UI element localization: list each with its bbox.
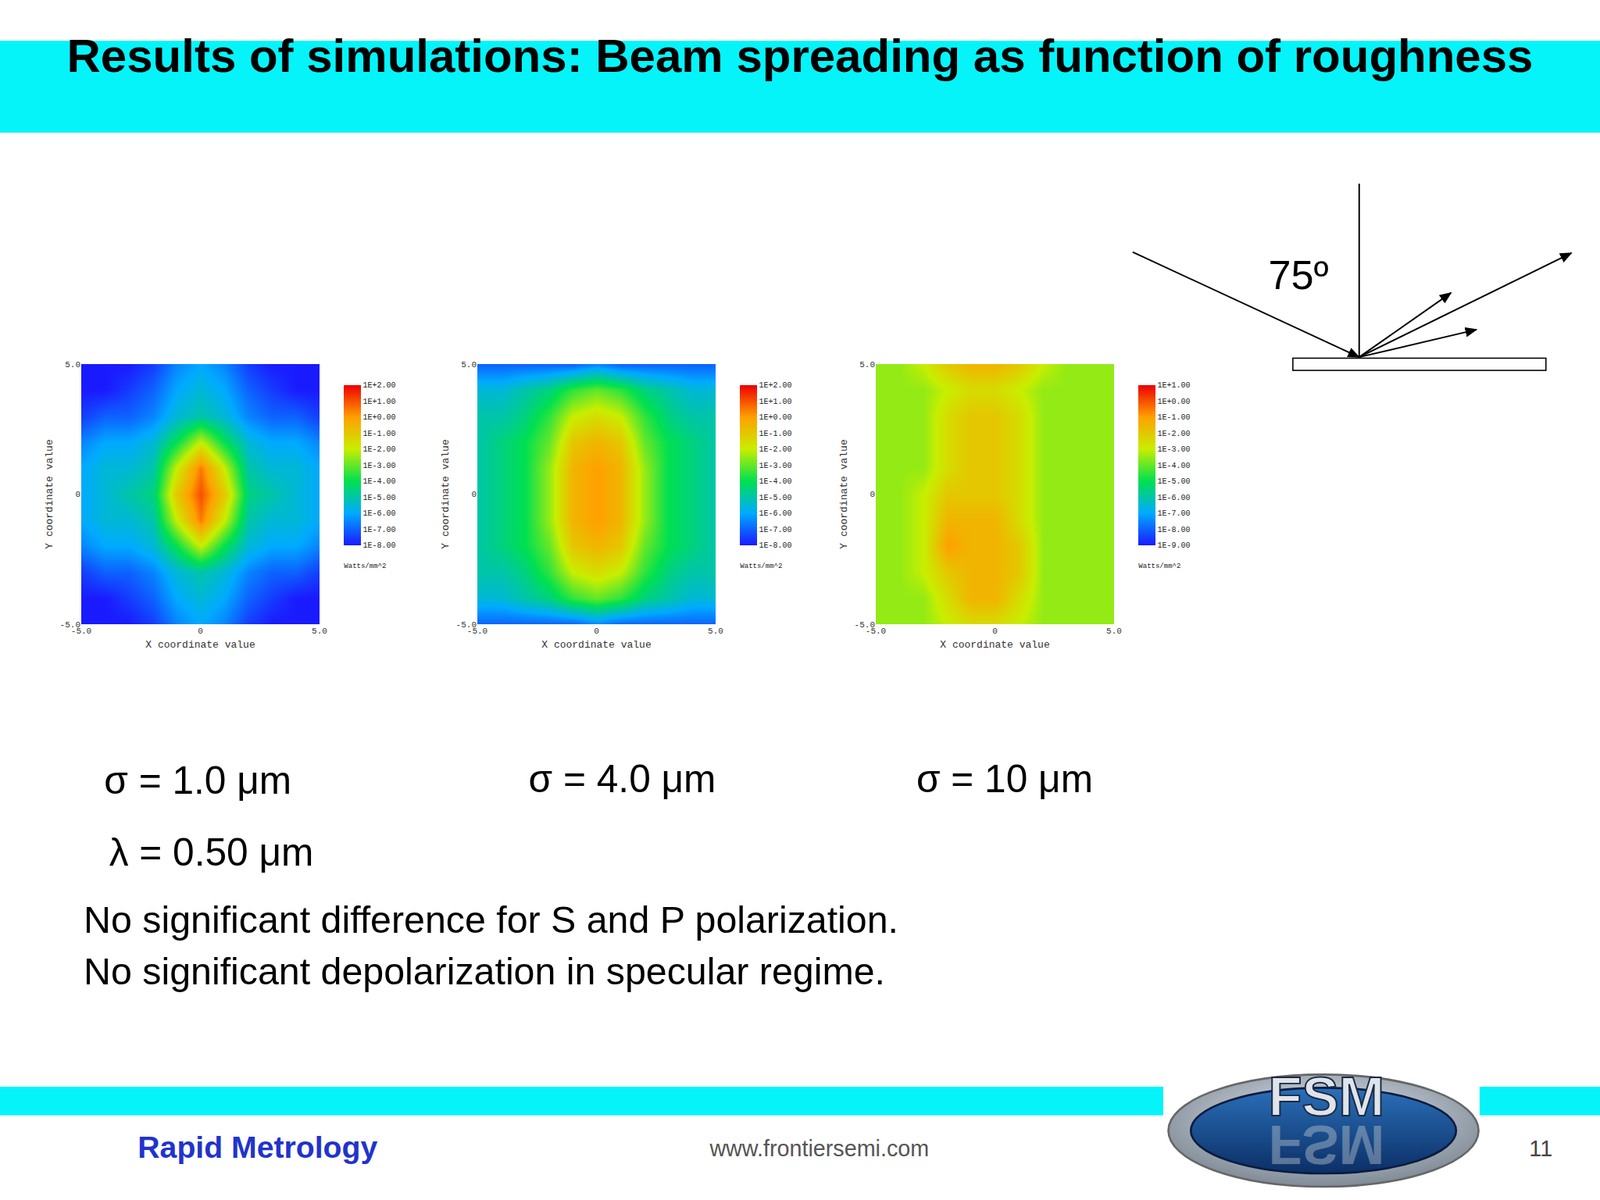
svg-text:1E+1.00: 1E+1.00	[1157, 381, 1191, 390]
svg-text:-5.0: -5.0	[60, 620, 81, 630]
svg-text:Y coordinate value: Y coordinate value	[43, 439, 56, 549]
svg-text:X coordinate value: X coordinate value	[145, 639, 255, 651]
svg-text:1E+1.00: 1E+1.00	[363, 397, 397, 407]
svg-text:1E-5.00: 1E-5.00	[1157, 477, 1191, 486]
svg-text:0: 0	[471, 489, 477, 500]
svg-text:Watts/mm^2: Watts/mm^2	[343, 562, 386, 571]
svg-text:0: 0	[197, 626, 204, 636]
svg-text:Y coordinate value: Y coordinate value	[439, 439, 452, 549]
svg-text:λ = 0.50 μm: λ = 0.50 μm	[109, 830, 315, 875]
svg-text:1E-3.00: 1E-3.00	[1157, 445, 1191, 454]
svg-text:1E-1.00: 1E-1.00	[1157, 413, 1191, 422]
svg-text:1E-8.00: 1E-8.00	[363, 541, 397, 550]
svg-text:1E-6.00: 1E-6.00	[759, 509, 793, 518]
svg-text:1E-2.00: 1E-2.00	[363, 445, 397, 454]
svg-text:1E-1.00: 1E-1.00	[759, 429, 793, 439]
svg-text:0: 0	[992, 626, 998, 636]
svg-text:-5.0: -5.0	[467, 626, 488, 636]
svg-text:1E+2.00: 1E+2.00	[363, 381, 397, 390]
svg-text:1E-5.00: 1E-5.00	[363, 493, 397, 503]
svg-text:11: 11	[1528, 1135, 1553, 1161]
svg-text:1E+0.00: 1E+0.00	[1157, 397, 1191, 407]
svg-text:0: 0	[593, 626, 600, 636]
svg-text:Watts/mm^2: Watts/mm^2	[739, 562, 783, 571]
svg-text:1E-9.00: 1E-9.00	[1157, 541, 1191, 550]
svg-text:-5.0: -5.0	[456, 620, 477, 630]
svg-text:5.0: 5.0	[707, 626, 724, 636]
svg-text:-5.0: -5.0	[865, 626, 886, 636]
svg-text:1E-3.00: 1E-3.00	[759, 461, 793, 471]
html-text:Results of simulations: Beam s: Results of simulations: Beam spreading a…	[66, 29, 1534, 83]
svg-text:1E-2.00: 1E-2.00	[759, 445, 793, 454]
svg-text:75º: 75º	[1268, 252, 1329, 298]
svg-text:5.0: 5.0	[64, 360, 81, 370]
svg-text:1E-2.00: 1E-2.00	[1157, 429, 1191, 439]
svg-text:1E+1.00: 1E+1.00	[759, 397, 793, 407]
svg-text:Y coordinate value: Y coordinate value	[838, 439, 850, 549]
svg-text:FSM: FSM	[1268, 1065, 1385, 1128]
svg-text:1E-7.00: 1E-7.00	[363, 525, 397, 535]
svg-text:1E-4.00: 1E-4.00	[759, 477, 793, 486]
svg-text:1E-4.00: 1E-4.00	[1157, 461, 1191, 471]
svg-text:1E-6.00: 1E-6.00	[363, 509, 397, 518]
svg-text:1E-3.00: 1E-3.00	[363, 461, 397, 471]
svg-text:1E+2.00: 1E+2.00	[759, 381, 793, 390]
svg-text:X coordinate value: X coordinate value	[541, 639, 651, 651]
svg-text:X coordinate value: X coordinate value	[939, 639, 1050, 651]
svg-text:σ = 10 μm: σ = 10 μm	[916, 757, 1093, 801]
svg-text:5.0: 5.0	[1106, 626, 1122, 636]
svg-text:1E-7.00: 1E-7.00	[759, 525, 793, 535]
svg-text:1E-8.00: 1E-8.00	[1157, 525, 1191, 535]
svg-text:5.0: 5.0	[859, 360, 875, 370]
svg-text:No significant difference for: No significant difference for S and P po…	[83, 898, 899, 941]
svg-text:FSM: FSM	[1268, 1114, 1386, 1176]
svg-text:1E-6.00: 1E-6.00	[1157, 493, 1191, 503]
svg-text:1E-7.00: 1E-7.00	[1157, 509, 1191, 518]
svg-text:www.frontiersemi.com: www.frontiersemi.com	[708, 1135, 929, 1161]
svg-text:-5.0: -5.0	[854, 620, 875, 630]
svg-text:-5.0: -5.0	[71, 626, 92, 636]
svg-text:σ = 1.0 μm: σ = 1.0 μm	[103, 758, 292, 803]
svg-text:5.0: 5.0	[460, 360, 477, 370]
svg-text:5.0: 5.0	[311, 626, 328, 636]
svg-text:1E-1.00: 1E-1.00	[363, 429, 397, 439]
svg-text:1E+0.00: 1E+0.00	[363, 413, 397, 422]
svg-text:1E+0.00: 1E+0.00	[759, 413, 793, 422]
svg-text:Rapid Metrology: Rapid Metrology	[137, 1130, 378, 1165]
svg-text:1E-5.00: 1E-5.00	[759, 493, 793, 503]
svg-text:0: 0	[75, 489, 81, 500]
svg-text:Watts/mm^2: Watts/mm^2	[1138, 562, 1181, 571]
svg-text:No significant depolarization: No significant depolarization in specula…	[83, 950, 886, 993]
svg-text:1E-8.00: 1E-8.00	[759, 541, 793, 550]
svg-text:0: 0	[869, 489, 875, 500]
svg-text:1E-4.00: 1E-4.00	[363, 477, 397, 486]
svg-text:σ = 4.0 μm: σ = 4.0 μm	[528, 757, 717, 801]
